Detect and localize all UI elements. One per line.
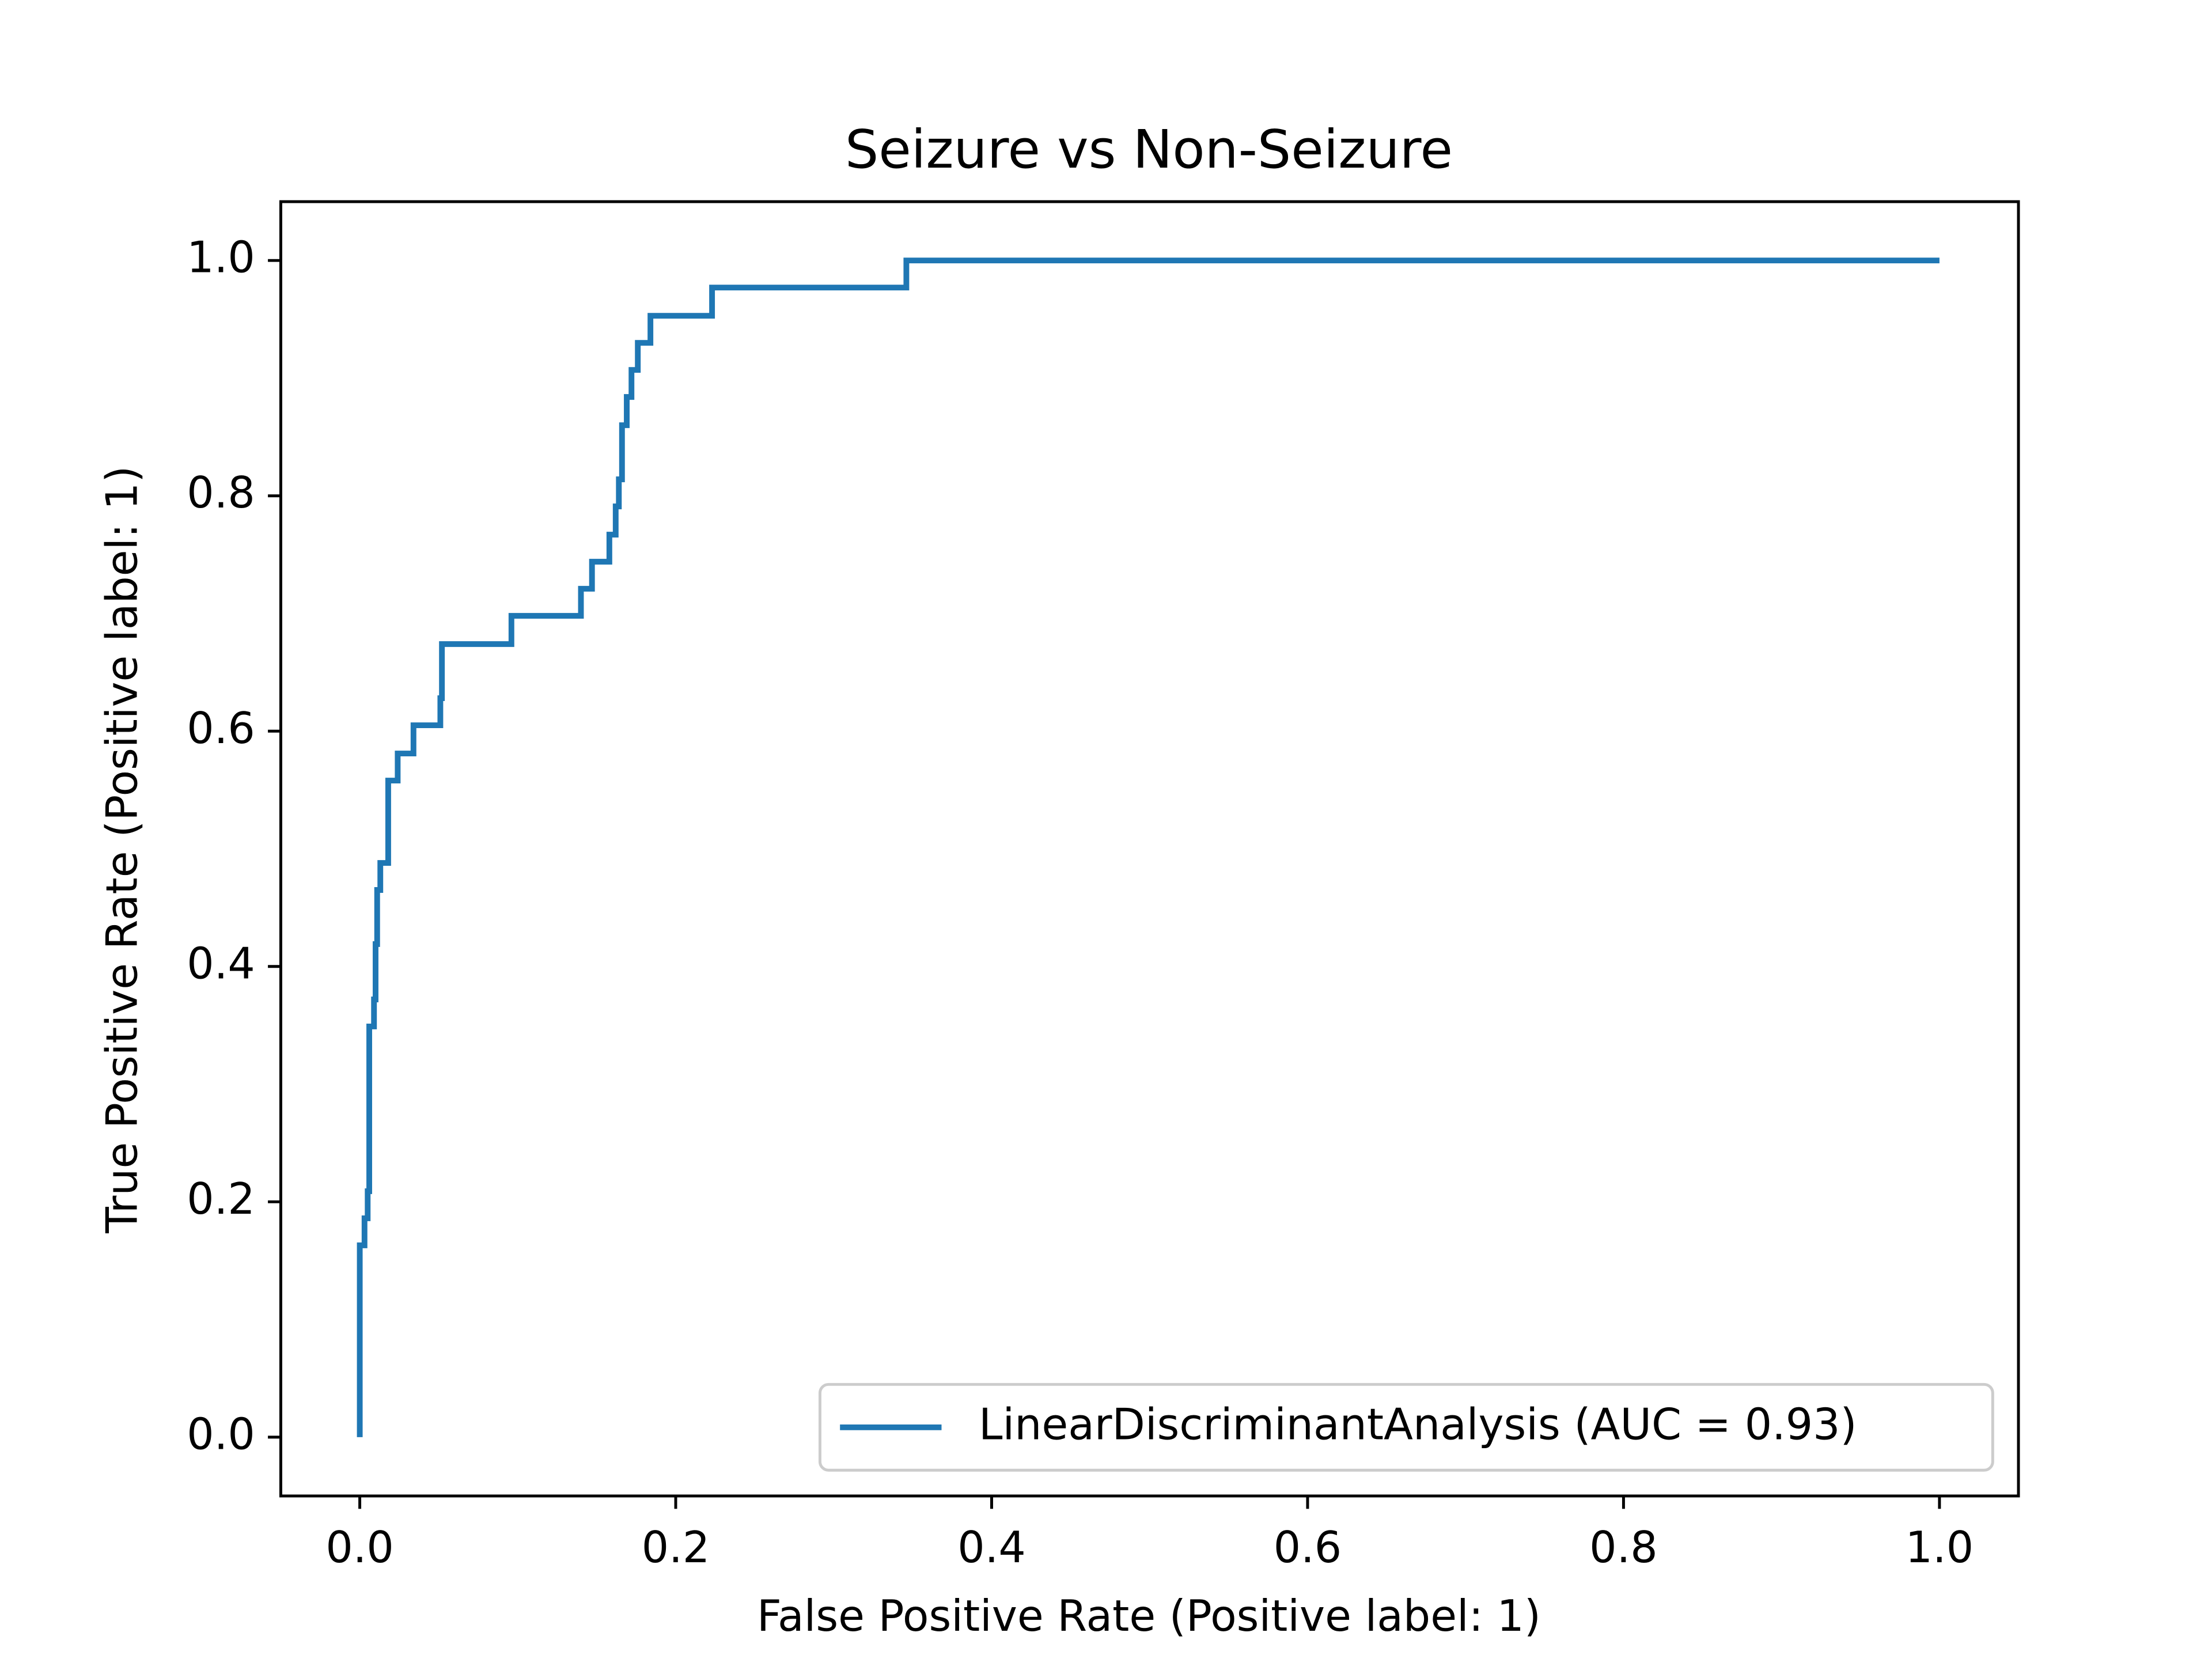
chart-title: Seizure vs Non-Seizure bbox=[845, 119, 1453, 180]
y-tick-label: 0.0 bbox=[187, 1409, 255, 1459]
x-tick-label: 1.0 bbox=[1906, 1522, 1974, 1573]
x-tick-label: 0.6 bbox=[1274, 1522, 1342, 1573]
x-axis-label: False Positive Rate (Positive label: 1) bbox=[757, 1591, 1541, 1641]
y-tick-label: 0.4 bbox=[187, 938, 255, 988]
legend-label: LinearDiscriminantAnalysis (AUC = 0.93) bbox=[979, 1399, 1857, 1449]
axes-frame bbox=[279, 200, 2020, 1498]
x-tick-label: 0.0 bbox=[325, 1522, 393, 1573]
y-tick-label: 1.0 bbox=[187, 233, 255, 283]
roc-curve bbox=[357, 257, 1940, 1437]
y-tick-label: 0.8 bbox=[187, 468, 255, 518]
x-tick-label: 0.8 bbox=[1589, 1522, 1657, 1573]
legend-box bbox=[818, 1382, 1994, 1472]
y-tick-label: 0.2 bbox=[187, 1174, 255, 1224]
y-axis-label: True Positive Rate (Positive label: 1) bbox=[97, 466, 147, 1234]
y-tick-label: 0.6 bbox=[187, 703, 255, 753]
x-tick-label: 0.2 bbox=[642, 1522, 710, 1573]
x-tick-label: 0.4 bbox=[957, 1522, 1025, 1573]
